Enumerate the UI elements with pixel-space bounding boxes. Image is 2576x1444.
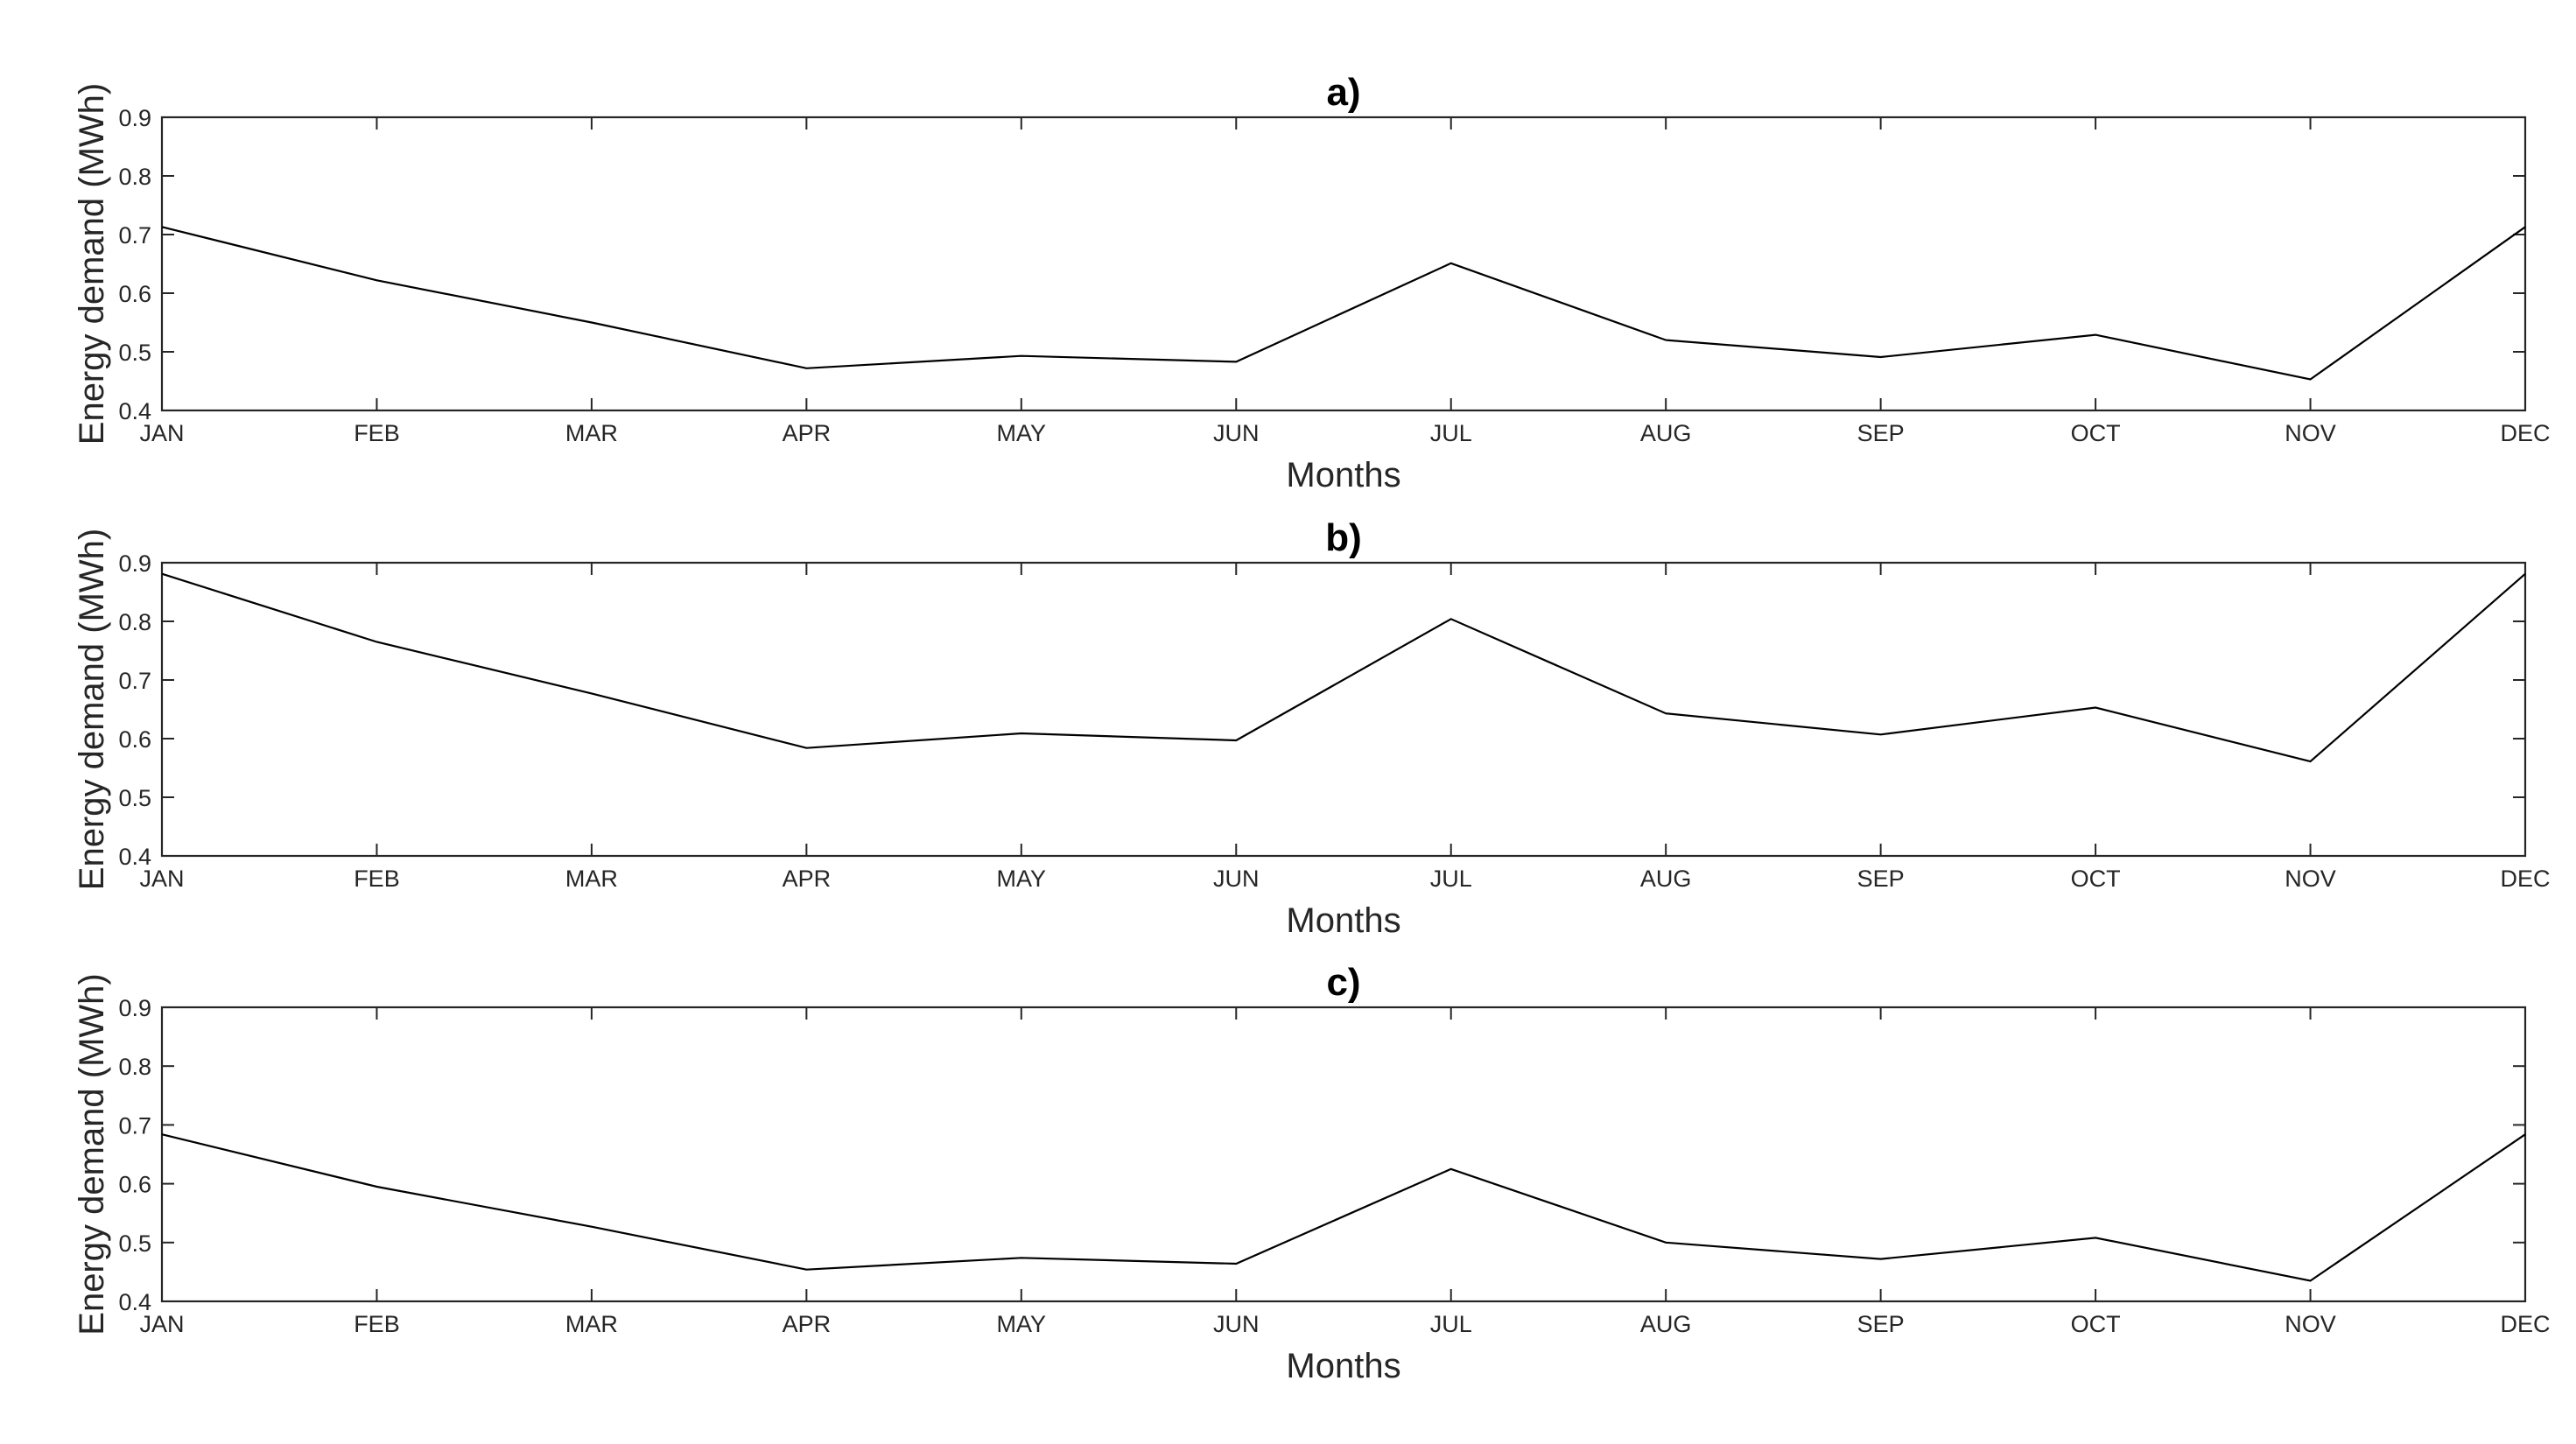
x-tick-label: MAY <box>997 420 1047 446</box>
x-tick-label: DEC <box>2500 866 2550 892</box>
x-tick-label: APR <box>783 1311 832 1337</box>
y-tick-label: 0.6 <box>118 281 151 307</box>
chart-panel-c: JAN FEB MAR APR MAY JUN JUL AUG SEP OCT NOV DEC 0.4 0… <box>73 961 2551 1385</box>
panel-title: c) <box>1326 961 1360 1004</box>
y-tick-label: 0.6 <box>118 726 151 753</box>
x-tick-label: DEC <box>2500 1311 2550 1337</box>
x-tick-label: JUL <box>1430 1311 1472 1337</box>
x-tick-label: APR <box>783 420 832 446</box>
x-tick-label: JAN <box>139 1311 184 1337</box>
x-tick-label: JUN <box>1213 866 1260 892</box>
x-tick-label: JAN <box>139 420 184 446</box>
x-tick-label: MAY <box>997 866 1047 892</box>
y-tick-label: 0.9 <box>118 105 151 131</box>
x-tick-label: NOV <box>2285 1311 2336 1337</box>
y-tick-label: 0.8 <box>118 609 151 635</box>
x-tick-label: DEC <box>2500 420 2550 446</box>
chart-panel-a: JAN FEB MAR APR MAY JUN JUL AUG SEP OCT NOV DEC 0.4 0… <box>73 71 2551 494</box>
x-tick-label: JUN <box>1213 1311 1260 1337</box>
x-axis-label: Months <box>1286 1347 1400 1385</box>
x-tick-label: JAN <box>139 866 184 892</box>
x-tick-label: MAR <box>565 420 618 446</box>
series-line <box>161 572 2526 763</box>
x-tick-label: OCT <box>2071 420 2121 446</box>
x-tick-label: APR <box>783 866 832 892</box>
x-tick-label: AUG <box>1640 866 1692 892</box>
y-tick-label: 0.4 <box>118 844 151 870</box>
x-tick-label: MAR <box>565 1311 618 1337</box>
x-axis-label: Months <box>1286 901 1400 940</box>
y-tick-label: 0.7 <box>118 222 151 249</box>
y-tick-label: 0.7 <box>118 1112 151 1139</box>
axes-box <box>160 1006 2527 1303</box>
x-tick-label: SEP <box>1857 420 1905 446</box>
x-tick-label: OCT <box>2071 1311 2121 1337</box>
y-tick-label: 0.8 <box>118 1054 151 1080</box>
y-tick-label: 0.9 <box>118 995 151 1021</box>
x-tick-label: OCT <box>2071 866 2121 892</box>
y-tick-label: 0.4 <box>118 1289 151 1315</box>
x-tick-label: SEP <box>1857 1311 1905 1337</box>
chart-panel-b: JAN FEB MAR APR MAY JUN JUL AUG SEP OCT NOV DEC 0.4 0… <box>73 516 2551 940</box>
x-tick-label: NOV <box>2285 866 2336 892</box>
y-axis-label: Energy demand (MWh) <box>73 83 111 445</box>
x-tick-label: JUL <box>1430 866 1472 892</box>
y-tick-label: 0.5 <box>118 340 151 366</box>
series-line <box>161 226 2526 381</box>
x-tick-label: MAR <box>565 866 618 892</box>
y-tick-label: 0.9 <box>118 550 151 577</box>
x-tick-label: FEB <box>354 420 400 446</box>
x-tick-label: FEB <box>354 1311 400 1337</box>
y-axis-label: Energy demand (MWh) <box>73 529 111 890</box>
x-tick-label: AUG <box>1640 420 1692 446</box>
y-tick-label: 0.5 <box>118 1230 151 1257</box>
axes-box <box>160 561 2527 858</box>
series-line <box>161 1133 2526 1282</box>
x-tick-label: MAY <box>997 1311 1047 1337</box>
y-tick-label: 0.7 <box>118 668 151 694</box>
x-tick-label: JUN <box>1213 420 1260 446</box>
axes-box <box>160 116 2527 412</box>
panel-title: a) <box>1326 71 1360 114</box>
y-tick-label: 0.4 <box>118 398 151 424</box>
panel-title: b) <box>1325 516 1362 559</box>
x-tick-label: FEB <box>354 866 400 892</box>
x-tick-label: AUG <box>1640 1311 1692 1337</box>
x-axis-label: Months <box>1286 456 1400 494</box>
x-tick-label: SEP <box>1857 866 1905 892</box>
y-axis-label: Energy demand (MWh) <box>73 973 111 1335</box>
y-tick-label: 0.5 <box>118 785 151 811</box>
y-tick-label: 0.8 <box>118 164 151 190</box>
y-tick-label: 0.6 <box>118 1172 151 1198</box>
x-tick-label: NOV <box>2285 420 2336 446</box>
x-tick-label: JUL <box>1430 420 1472 446</box>
